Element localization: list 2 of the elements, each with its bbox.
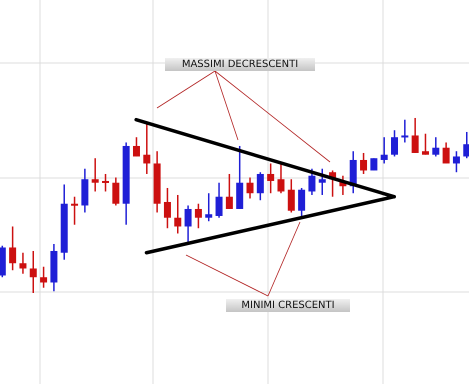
text: MINIMI CRESCENTI <box>226 299 350 312</box>
text: MASSIMI DECRESCENTI <box>165 58 315 71</box>
